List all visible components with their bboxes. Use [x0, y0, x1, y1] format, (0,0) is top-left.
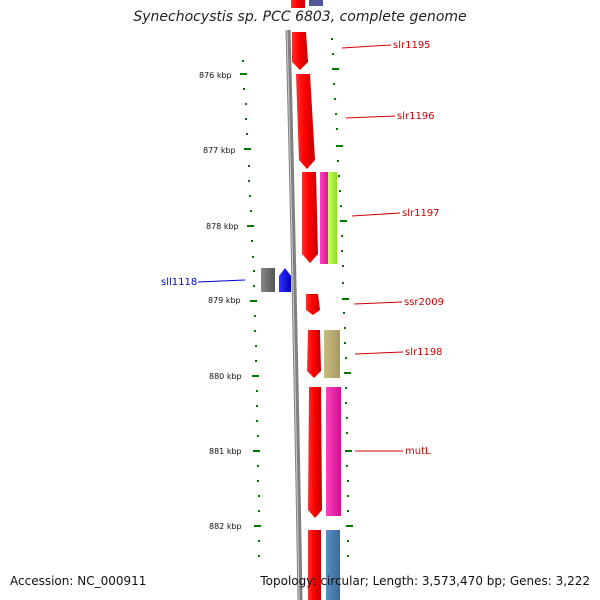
- gene-label-sll1118[interactable]: sll1118: [161, 277, 197, 288]
- genome-backbone: [285, 29, 303, 600]
- ruler-label-882: 882 kbp: [209, 522, 242, 531]
- annotation-bar-steel[interactable]: [326, 530, 340, 600]
- annotation-bar-magenta-2[interactable]: [326, 387, 341, 516]
- gene-label-ssr2009[interactable]: ssr2009: [404, 297, 444, 308]
- ruler-label-877: 877 kbp: [203, 146, 236, 155]
- genome-backbone-highlight: [286, 29, 300, 600]
- gene-block-gray[interactable]: [261, 268, 275, 292]
- inner-major-ticks: [240, 73, 261, 527]
- map-title: Synechocystis sp. PCC 6803, complete gen…: [133, 9, 467, 25]
- ruler-label-876: 876 kbp: [199, 71, 232, 80]
- ruler-label-881: 881 kbp: [209, 447, 242, 456]
- outer-major-ticks: [332, 68, 353, 527]
- ruler-label-879: 879 kbp: [208, 296, 241, 305]
- gene-stub-top-purple[interactable]: [309, 0, 323, 6]
- ruler-label-878: 878 kbp: [206, 222, 239, 231]
- gene-arrow-slr1195[interactable]: [292, 32, 308, 70]
- annotation-bar-magenta-1[interactable]: [320, 172, 329, 264]
- gene-arrow-mutL[interactable]: [308, 387, 322, 518]
- annotation-bar-lime[interactable]: [328, 172, 337, 264]
- gene-leader-lines: [197, 44, 404, 452]
- gene-arrow-bottom[interactable]: [308, 530, 321, 600]
- genome-summary: Topology: circular; Length: 3,573,470 bp…: [260, 574, 590, 588]
- gene-arrow-sll1118[interactable]: [279, 268, 291, 292]
- outer-tick-track: [331, 38, 349, 557]
- gene-label-slr1195[interactable]: slr1195: [393, 40, 431, 51]
- ruler-label-880: 880 kbp: [209, 372, 242, 381]
- accession-label: Accession: NC_000911: [10, 574, 147, 588]
- inner-tick-track: [242, 60, 260, 557]
- gene-label-slr1198[interactable]: slr1198: [405, 347, 443, 358]
- gene-arrow-ssr2009[interactable]: [306, 294, 320, 315]
- gene-arrow-slr1198[interactable]: [307, 330, 321, 378]
- gene-label-mutL[interactable]: mutL: [405, 446, 431, 457]
- gene-arrow-slr1196[interactable]: [296, 74, 315, 169]
- gene-arrow-slr1197[interactable]: [302, 172, 318, 263]
- gene-stub-top-red[interactable]: [291, 0, 305, 8]
- gene-label-slr1196[interactable]: slr1196: [397, 111, 435, 122]
- annotation-bar-olive[interactable]: [324, 330, 340, 378]
- gene-label-slr1197[interactable]: slr1197: [402, 208, 440, 219]
